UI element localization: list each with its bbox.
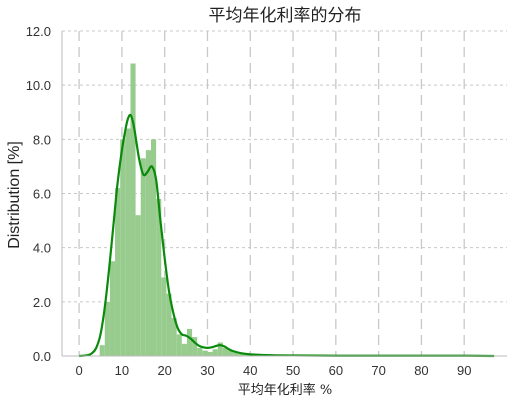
- x-tick-label: 10: [115, 363, 129, 378]
- histogram-bars: [99, 63, 254, 356]
- histogram-bar: [161, 277, 167, 356]
- histogram-bar: [130, 63, 136, 356]
- histogram-bar: [140, 158, 146, 356]
- histogram-bar: [156, 198, 162, 356]
- axes: [61, 31, 507, 357]
- y-tick-label: 2.0: [33, 295, 51, 310]
- histogram-bar: [192, 337, 198, 356]
- histogram-bar: [171, 318, 177, 356]
- y-tick-label: 0.0: [33, 349, 51, 364]
- x-tick-label: 80: [414, 363, 428, 378]
- x-axis-label: 平均年化利率 %: [238, 382, 333, 398]
- histogram-bar: [217, 342, 223, 356]
- histogram-bar: [186, 328, 193, 356]
- histogram-bar: [238, 353, 244, 356]
- x-tick-label: 40: [243, 363, 257, 378]
- histogram-bar: [125, 128, 131, 356]
- x-tick-label: 70: [371, 363, 385, 378]
- histogram-bar: [151, 139, 157, 356]
- y-tick-label: 8.0: [33, 132, 51, 147]
- histogram-bar: [222, 347, 229, 356]
- histogram-bar: [207, 351, 213, 356]
- y-axis-label: Distribution [%]: [6, 141, 23, 249]
- x-tick-label: 50: [286, 363, 300, 378]
- y-tick-label: 12.0: [26, 24, 51, 39]
- chart-title: 平均年化利率的分布: [209, 6, 362, 26]
- histogram-bar: [212, 349, 218, 356]
- kde-line: [79, 113, 495, 358]
- x-tick-label: 20: [157, 363, 171, 378]
- histogram-bar: [233, 351, 239, 356]
- histogram-bar: [166, 293, 172, 356]
- y-tick-label: 10.0: [26, 78, 51, 93]
- histogram-bar: [99, 345, 105, 356]
- histogram-bar: [145, 150, 151, 356]
- tick-labels: 0.0 2.0 4.0 6.0 8.0 10.0 12.0 0 10 20 30 40 50 60 70 80…: [26, 24, 472, 378]
- histogram-bar: [228, 350, 234, 356]
- histogram-bar: [181, 343, 187, 356]
- x-tick-label: 60: [329, 363, 343, 378]
- histogram-bar: [202, 350, 208, 356]
- x-tick-label: 90: [457, 363, 471, 378]
- histogram-bar: [109, 261, 116, 356]
- kde-curve: [79, 113, 495, 358]
- histogram-bar: [120, 139, 126, 356]
- histogram-bar: [104, 301, 110, 356]
- x-tick-label: 0: [75, 363, 82, 378]
- histogram-bar: [135, 215, 141, 356]
- histogram-bar: [197, 347, 203, 356]
- x-tick-label: 30: [200, 363, 214, 378]
- y-tick-label: 4.0: [33, 241, 51, 256]
- y-tick-label: 6.0: [33, 187, 51, 202]
- histogram-bar: [176, 334, 182, 356]
- histogram-bar: [115, 188, 121, 356]
